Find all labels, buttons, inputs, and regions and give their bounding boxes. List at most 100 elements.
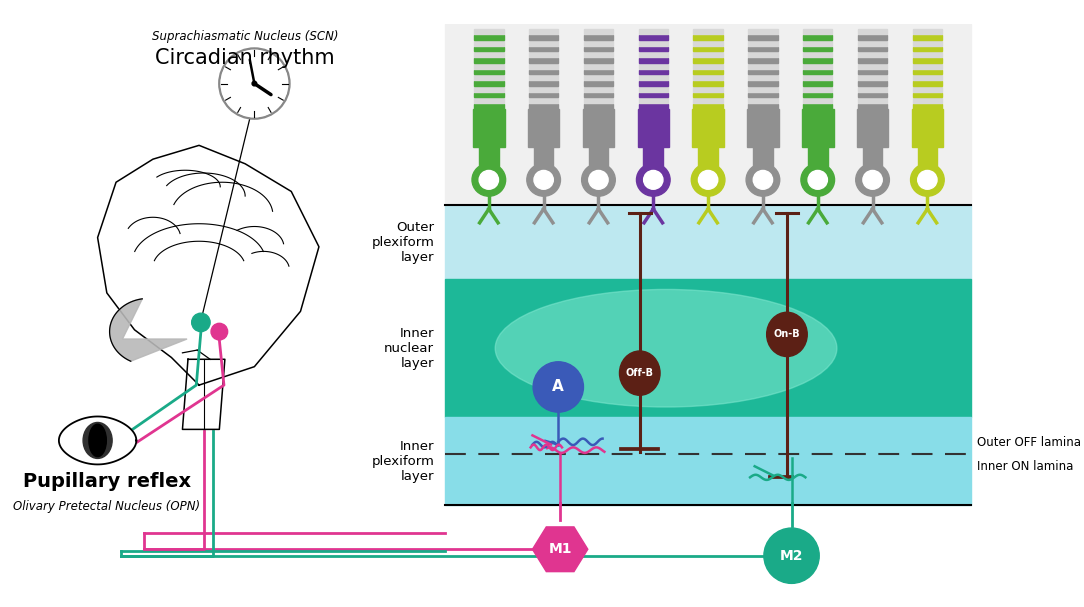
- Bar: [583, 47, 614, 52]
- Ellipse shape: [746, 163, 779, 196]
- Bar: [694, 29, 723, 34]
- Bar: [583, 41, 614, 46]
- Bar: [693, 109, 724, 147]
- Bar: [857, 58, 888, 63]
- Ellipse shape: [534, 171, 553, 189]
- Bar: [913, 70, 942, 75]
- Bar: [474, 93, 504, 98]
- Bar: [446, 418, 971, 505]
- Bar: [857, 70, 888, 75]
- Bar: [748, 47, 777, 52]
- Text: Outer OFF lamina: Outer OFF lamina: [978, 436, 1082, 449]
- Bar: [533, 147, 554, 169]
- Bar: [748, 87, 777, 92]
- Ellipse shape: [801, 163, 835, 196]
- Circle shape: [211, 324, 228, 340]
- Bar: [748, 41, 777, 46]
- Ellipse shape: [766, 312, 808, 356]
- Bar: [753, 147, 773, 169]
- Bar: [474, 64, 504, 69]
- Bar: [589, 147, 608, 169]
- Bar: [748, 104, 777, 109]
- Bar: [857, 52, 888, 57]
- Bar: [694, 87, 723, 92]
- Bar: [583, 64, 614, 69]
- Ellipse shape: [636, 163, 670, 196]
- Text: Inner ON lamina: Inner ON lamina: [978, 460, 1074, 473]
- Bar: [637, 109, 669, 147]
- Text: M1: M1: [549, 542, 572, 556]
- Text: Inner
nuclear
layer: Inner nuclear layer: [384, 327, 435, 370]
- Bar: [583, 35, 614, 40]
- Bar: [474, 75, 504, 80]
- Ellipse shape: [619, 351, 660, 395]
- Bar: [803, 81, 833, 86]
- Text: A: A: [553, 379, 564, 395]
- Bar: [638, 64, 668, 69]
- Bar: [638, 41, 668, 46]
- Bar: [474, 41, 504, 46]
- Bar: [473, 109, 504, 147]
- Bar: [446, 279, 971, 418]
- Bar: [694, 70, 723, 75]
- Bar: [529, 35, 558, 40]
- Polygon shape: [532, 527, 588, 572]
- Bar: [479, 147, 499, 169]
- Bar: [529, 64, 558, 69]
- Bar: [638, 87, 668, 92]
- Text: Outer
plexiform
layer: Outer plexiform layer: [372, 221, 435, 263]
- Bar: [863, 147, 882, 169]
- Bar: [638, 81, 668, 86]
- Bar: [474, 52, 504, 57]
- Bar: [694, 93, 723, 98]
- Ellipse shape: [527, 163, 560, 196]
- Bar: [803, 47, 833, 52]
- Bar: [529, 58, 558, 63]
- Bar: [644, 147, 663, 169]
- Text: Olivary Pretectal Nucleus (OPN): Olivary Pretectal Nucleus (OPN): [13, 500, 201, 514]
- Ellipse shape: [808, 171, 827, 189]
- Bar: [638, 70, 668, 75]
- Bar: [694, 98, 723, 103]
- Bar: [583, 93, 614, 98]
- Bar: [529, 75, 558, 80]
- Bar: [694, 35, 723, 40]
- Bar: [694, 75, 723, 80]
- Ellipse shape: [692, 163, 725, 196]
- Bar: [583, 52, 614, 57]
- Ellipse shape: [479, 171, 499, 189]
- Bar: [803, 70, 833, 75]
- Bar: [446, 24, 971, 205]
- Bar: [529, 81, 558, 86]
- Bar: [474, 98, 504, 103]
- Bar: [913, 87, 942, 92]
- Bar: [638, 75, 668, 80]
- Bar: [748, 58, 777, 63]
- Bar: [474, 81, 504, 86]
- Bar: [748, 64, 777, 69]
- Ellipse shape: [582, 163, 616, 196]
- Ellipse shape: [472, 163, 505, 196]
- Text: Off-B: Off-B: [625, 368, 654, 378]
- Bar: [748, 70, 777, 75]
- Bar: [748, 81, 777, 86]
- Bar: [529, 52, 558, 57]
- Bar: [748, 52, 777, 57]
- Bar: [529, 93, 558, 98]
- Bar: [583, 70, 614, 75]
- Bar: [474, 29, 504, 34]
- Bar: [913, 93, 942, 98]
- Circle shape: [219, 49, 289, 118]
- Bar: [748, 35, 777, 40]
- Circle shape: [192, 313, 210, 331]
- Ellipse shape: [918, 171, 937, 189]
- Bar: [583, 81, 614, 86]
- Bar: [803, 93, 833, 98]
- Polygon shape: [59, 416, 137, 464]
- Bar: [748, 75, 777, 80]
- Bar: [803, 104, 833, 109]
- Bar: [583, 58, 614, 63]
- Bar: [803, 87, 833, 92]
- Circle shape: [221, 50, 287, 117]
- Bar: [474, 87, 504, 92]
